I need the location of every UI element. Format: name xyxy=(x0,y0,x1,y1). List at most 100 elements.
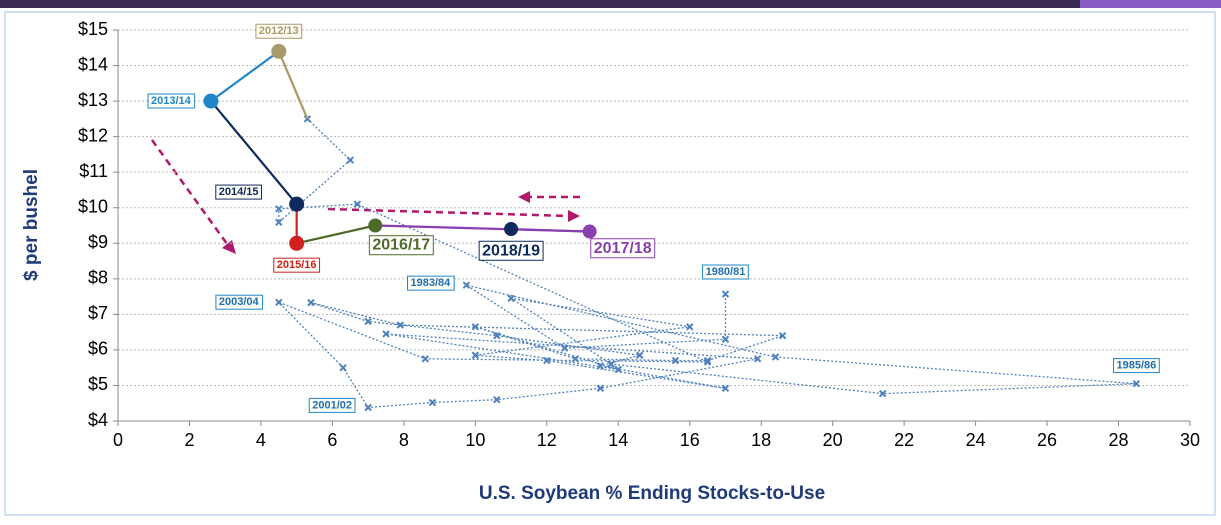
y-tick-label: $10 xyxy=(78,196,108,216)
x-tick-label: 16 xyxy=(680,430,700,450)
label-box xyxy=(273,257,321,273)
label-box xyxy=(702,264,749,280)
x-tick-label: 24 xyxy=(966,430,986,450)
label-box xyxy=(215,294,264,310)
x-tick-label: 20 xyxy=(823,430,843,450)
recent-segment xyxy=(210,100,298,205)
point-label: 2003/04 xyxy=(219,296,260,308)
point-label: 2015/16 xyxy=(277,259,317,271)
point xyxy=(368,218,383,233)
point xyxy=(382,330,390,338)
point xyxy=(686,323,694,331)
arrow-heads xyxy=(222,191,580,254)
label-box xyxy=(308,397,356,413)
x-tick-label: 30 xyxy=(1180,430,1200,450)
point xyxy=(471,351,480,359)
top-banner-accent xyxy=(1080,0,1221,8)
point xyxy=(607,360,615,368)
point-label: 2001/02 xyxy=(312,399,352,411)
x-tick-label: 22 xyxy=(894,430,914,450)
point xyxy=(771,353,780,361)
point xyxy=(346,156,354,164)
point xyxy=(428,398,437,407)
recent-segment xyxy=(511,227,590,233)
point xyxy=(721,384,730,393)
recent-segment xyxy=(277,50,309,120)
point xyxy=(614,365,622,374)
point xyxy=(543,356,551,365)
point xyxy=(471,323,480,331)
point-label: 1980/81 xyxy=(706,266,746,278)
x-tick-label: 18 xyxy=(751,430,771,450)
point xyxy=(462,281,471,289)
point xyxy=(596,384,605,393)
point-label: 2012/13 xyxy=(259,25,299,37)
point xyxy=(596,362,605,370)
point xyxy=(1132,379,1141,388)
y-tick-label: $11 xyxy=(79,161,108,181)
point xyxy=(421,355,430,363)
recent-segment xyxy=(296,224,376,245)
y-tick-label: $12 xyxy=(78,125,108,145)
point xyxy=(275,205,283,213)
trend-arrows xyxy=(150,139,580,249)
point xyxy=(703,356,712,365)
point-label: 2014/15 xyxy=(219,186,259,198)
history-line xyxy=(278,118,1137,409)
x-tick-label: 14 xyxy=(608,430,628,450)
point xyxy=(721,290,730,298)
point xyxy=(271,43,287,59)
x-tick-label: 28 xyxy=(1109,430,1129,450)
point xyxy=(753,355,762,363)
x-tick-label: 2 xyxy=(184,430,194,450)
arrow-head xyxy=(222,240,236,254)
label-box xyxy=(147,93,196,109)
arrow xyxy=(327,207,571,218)
label-box xyxy=(478,240,544,261)
y-tick-label: $14 xyxy=(78,54,108,74)
point xyxy=(778,331,787,340)
point xyxy=(275,298,283,306)
point xyxy=(671,356,680,365)
x-tick-label: 10 xyxy=(465,430,485,450)
point-label: 1983/84 xyxy=(411,277,452,289)
point xyxy=(721,335,730,343)
point-label: 2018/19 xyxy=(482,242,540,259)
point xyxy=(635,351,644,359)
point-label: 2016/17 xyxy=(372,237,430,254)
point xyxy=(396,321,405,329)
x-tick-label: 8 xyxy=(399,430,409,450)
label-box xyxy=(255,23,303,39)
point xyxy=(364,317,372,326)
point xyxy=(339,363,347,372)
y-tick-label: $15 xyxy=(78,19,108,39)
label-box xyxy=(1113,358,1160,374)
y-tick-label: $5 xyxy=(88,374,108,394)
point xyxy=(289,235,305,251)
label-box xyxy=(215,184,263,200)
point-label: 2017/18 xyxy=(594,240,652,257)
label-box xyxy=(368,235,434,256)
point xyxy=(493,331,501,340)
frame xyxy=(4,11,1216,516)
x-tick-label: 4 xyxy=(256,430,266,450)
point xyxy=(504,222,519,237)
arrow xyxy=(150,139,232,249)
x-tick-label: 12 xyxy=(537,430,557,450)
point xyxy=(275,218,283,227)
arrow-head xyxy=(518,191,530,203)
x-tick-label: 26 xyxy=(1037,430,1057,450)
arrow-head xyxy=(568,210,580,222)
point xyxy=(203,93,219,109)
y-tick-label: $6 xyxy=(88,339,108,359)
top-banner xyxy=(0,0,1221,8)
point-label: 2013/14 xyxy=(151,95,192,107)
y-tick-label: $8 xyxy=(88,268,108,288)
label-box xyxy=(407,275,455,291)
point xyxy=(878,389,887,398)
y-tick-label: $9 xyxy=(88,232,108,252)
y-tick-label: $7 xyxy=(88,303,108,323)
point xyxy=(307,298,315,307)
recent-segment xyxy=(210,50,280,102)
